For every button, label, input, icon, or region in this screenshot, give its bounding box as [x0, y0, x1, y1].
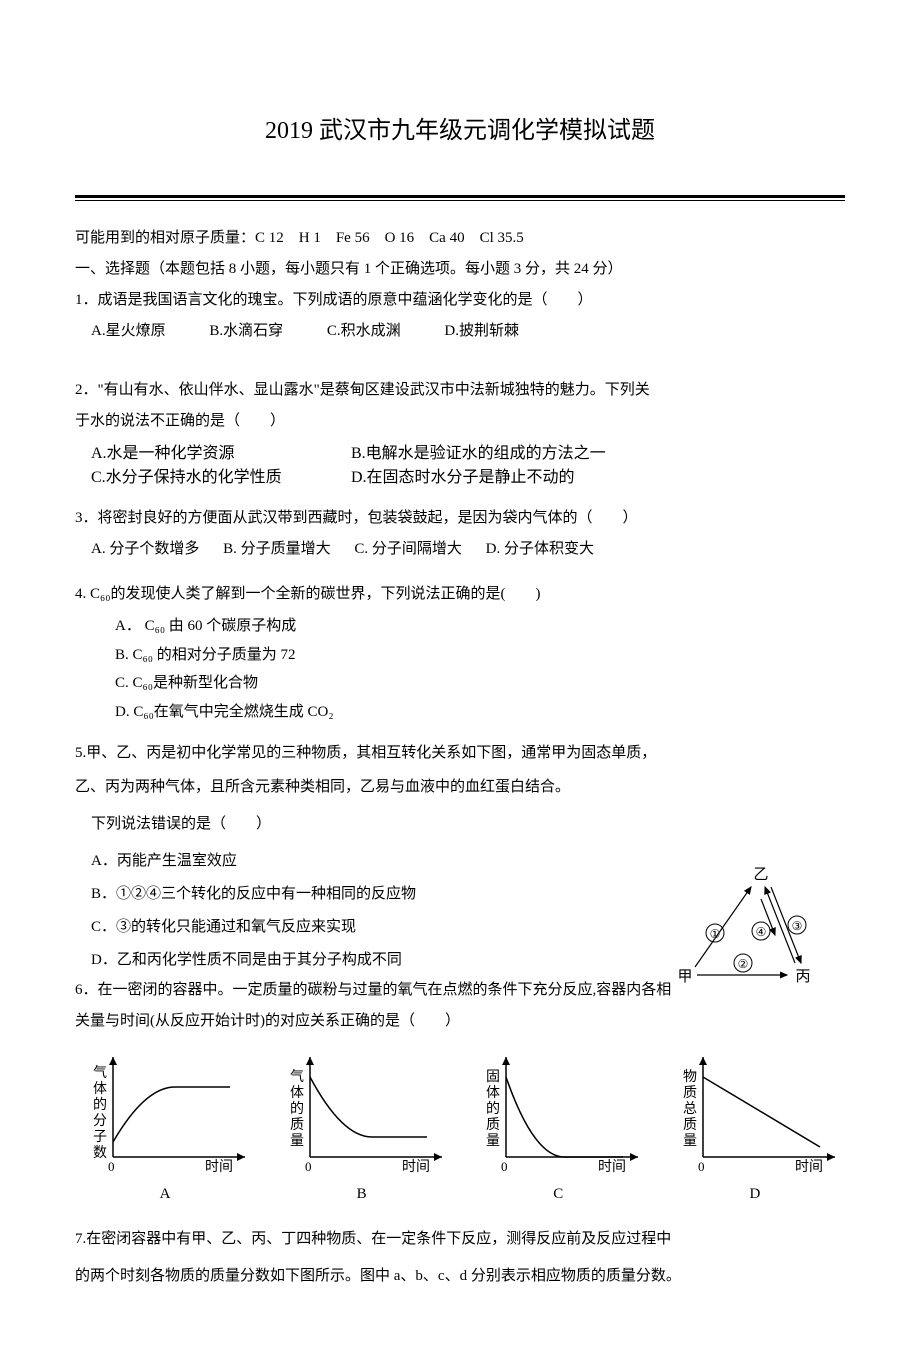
chart-d-ylabel: 物质总质量 [683, 1069, 697, 1149]
question-2-stem-2: 于水的说法不正确的是（ ） [75, 408, 845, 435]
chart-b: 气体的质量 0 时间 B [272, 1047, 452, 1203]
question-5-body: 下列说法错误的是（ ） A．丙能产生温室效应 B．①②④三个转化的反应中有一种相… [75, 808, 845, 977]
chart-b-xlabel: 时间 [402, 1159, 430, 1175]
q1-option-d: D.披荆斩棘 [444, 323, 519, 339]
q4-option-a: A． C₆₀ 由 60 个碳原子构成 [75, 612, 845, 641]
question-4-stem: 4. C₆₀的发现使人类了解到一个全新的碳世界，下列说法正确的是( ) [75, 581, 845, 608]
node-jia: 甲 [677, 969, 692, 985]
q5-option-c: C．③的转化只能通过和氧气反应来实现 [75, 911, 605, 944]
q3-option-b: B. 分子质量增大 [223, 541, 331, 557]
charts-row: 气体的分子数 0 时间 A 气体的质量 0 时间 B 固体的质量 [75, 1047, 845, 1203]
atomic-mass-info: 可能用到的相对原子质量：C 12 H 1 Fe 56 O 16 Ca 40 Cl… [75, 225, 845, 252]
question-3-stem: 3．将密封良好的方便面从武汉带到西藏时，包装袋鼓起，是因为袋内气体的（ ） [75, 505, 845, 532]
q1-option-a: A.星火燎原 [91, 323, 166, 339]
triangle-svg: 乙 甲 丙 ① ② ③ ④ [665, 863, 825, 993]
node-yi: 乙 [753, 867, 768, 883]
question-2-stem-1: 2．"有山有水、依山伴水、显山露水"是蔡甸区建设武汉市中法新城独特的魅力。下列关 [75, 377, 845, 404]
question-7-stem-1: 7.在密闭容器中有甲、乙、丙、丁四种物质、在一定条件下反应，测得反应前及反应过程… [75, 1223, 845, 1256]
q2-option-d: D.在固态时水分子是静止不动的 [351, 463, 575, 487]
node-bing: 丙 [795, 969, 810, 985]
svg-text:0: 0 [698, 1159, 705, 1174]
page-title: 2019 武汉市九年级元调化学模拟试题 [75, 110, 845, 145]
q2-option-a: A.水是一种化学资源 [91, 439, 351, 463]
chart-a-letter: A [75, 1186, 255, 1203]
chart-a-ylabel: 气体的分子数 [93, 1065, 107, 1161]
chart-c: 固体的质量 0 时间 C [468, 1047, 648, 1203]
q1-option-b: B.水滴石穿 [209, 323, 283, 339]
chart-c-ylabel: 固体的质量 [486, 1070, 500, 1149]
chart-b-ylabel: 气体的质量 [290, 1069, 304, 1149]
svg-text:0: 0 [305, 1159, 312, 1174]
question-5-stem-1: 5.甲、乙、丙是初中化学常见的三种物质，其相互转化关系如下图，通常甲为固态单质， [75, 740, 845, 767]
chart-d-xlabel: 时间 [795, 1159, 823, 1175]
chart-c-letter: C [468, 1186, 648, 1203]
question-6-stem-2: 关量与时间(从反应开始计时)的对应关系正确的是（ ） [75, 1008, 845, 1035]
question-5-stem-2: 乙、丙为两种气体，且所含元素种类相同，乙易与血液中的血红蛋白结合。 [75, 771, 845, 804]
edge-label-1: ① [710, 927, 721, 941]
q5-option-b: B．①②④三个转化的反应中有一种相同的反应物 [75, 878, 605, 911]
q4-option-d: D. C₆₀在氧气中完全燃烧生成 CO₂ [75, 698, 845, 727]
chart-c-xlabel: 时间 [598, 1159, 626, 1175]
q3-option-c: C. 分子间隔增大 [354, 541, 462, 557]
edge-label-3: ③ [792, 919, 803, 933]
question-2-options: A.水是一种化学资源 B.电解水是验证水的组成的方法之一 C.水分子保持水的化学… [75, 439, 845, 487]
q5-option-a: A．丙能产生温室效应 [75, 845, 605, 878]
section-heading: 一、选择题（本题包括 8 小题，每小题只有 1 个正确选项。每小题 3 分，共 … [75, 256, 845, 283]
edge-label-2: ② [738, 957, 749, 971]
svg-text:0: 0 [501, 1159, 508, 1174]
question-1-stem: 1．成语是我国语言文化的瑰宝。下列成语的原意中蕴涵化学变化的是（ ） [75, 287, 845, 314]
double-rule [75, 195, 845, 201]
edge-label-4: ④ [756, 925, 767, 939]
q3-option-d: D. 分子体积变大 [486, 541, 594, 557]
chart-d-letter: D [665, 1186, 845, 1203]
q4-option-c: C. C₆₀是种新型化合物 [75, 669, 845, 698]
q3-option-a: A. 分子个数增多 [91, 541, 199, 557]
q2-option-b: B.电解水是验证水的组成的方法之一 [351, 439, 606, 463]
question-5-stem-3: 下列说法错误的是（ ） [75, 808, 605, 841]
question-1-options: A.星火燎原 B.水滴石穿 C.积水成渊 D.披荆斩棘 [75, 318, 845, 345]
question-7-stem-2: 的两个时刻各物质的质量分数如下图所示。图中 a、b、c、d 分别表示相应物质的质… [75, 1260, 845, 1293]
triangle-diagram: 乙 甲 丙 ① ② ③ ④ [665, 863, 825, 998]
chart-a-xlabel: 时间 [205, 1159, 233, 1175]
chart-b-letter: B [272, 1186, 452, 1203]
chart-d: 物质总质量 0 时间 D [665, 1047, 845, 1203]
chart-a: 气体的分子数 0 时间 A [75, 1047, 255, 1203]
q2-option-c: C.水分子保持水的化学性质 [91, 463, 351, 487]
q1-option-c: C.积水成渊 [327, 323, 401, 339]
question-3-options: A. 分子个数增多 B. 分子质量增大 C. 分子间隔增大 D. 分子体积变大 [75, 536, 845, 563]
q5-option-d: D．乙和丙化学性质不同是由于其分子构成不同 [75, 944, 605, 977]
svg-text:0: 0 [108, 1159, 115, 1174]
q4-option-b: B. C₆₀ 的相对分子质量为 72 [75, 641, 845, 670]
